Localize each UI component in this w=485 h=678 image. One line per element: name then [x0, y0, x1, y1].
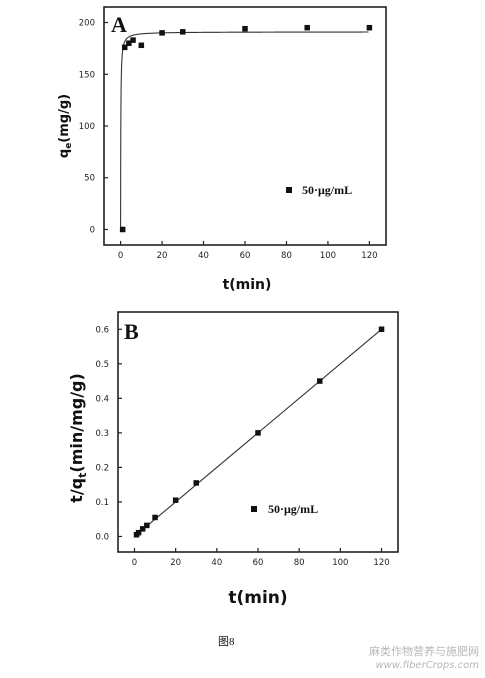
panel-a-x-axis-label: t(min) — [223, 277, 272, 293]
watermark-line-2: www.fiberCrops.com — [375, 660, 479, 671]
panel-a-y-axis-label: qe(mg/g) — [57, 94, 74, 158]
panel-a-fit-curve — [120, 31, 369, 230]
panel-a-data-point — [119, 226, 126, 233]
panel-b-x-tick-label: 20 — [170, 558, 181, 568]
panel-a-x-tick-label: 20 — [157, 251, 168, 261]
panel-a-legend-label: 50·μg/mL — [302, 183, 352, 197]
panel-b-x-tick-label: 120 — [373, 558, 389, 568]
panel-b-data-point — [139, 526, 146, 532]
panel-b-x-tick-label: 0 — [132, 558, 137, 568]
panel-b-data-point — [172, 497, 179, 503]
panel-a-data-point — [126, 40, 132, 46]
panel-a-data-point — [121, 44, 128, 51]
panel-a-y-tick-label: 150 — [79, 70, 95, 80]
panel-b-data-point — [378, 326, 385, 333]
panel-a-x-tick-label: 100 — [320, 251, 336, 261]
panel-b-x-tick-label: 60 — [253, 558, 264, 568]
panel-a-x-tick-label: 60 — [240, 251, 251, 261]
panel-a-data-point — [366, 24, 373, 31]
panel-a-data-point — [304, 24, 310, 31]
panel-a-data-point — [130, 37, 136, 43]
panel-a-x-tick-label: 0 — [118, 251, 123, 261]
panel-a-y-tick-label: 0 — [90, 225, 95, 235]
panel-a-data-point — [138, 42, 145, 49]
watermark: 麻类作物营养与施肥网 www.fiberCrops.com — [369, 645, 479, 673]
panel-b-y-tick-label: 0.0 — [95, 532, 109, 542]
panel-b-y-tick-label: 0.5 — [95, 360, 109, 370]
panel-b-y-tick-label: 0.4 — [95, 394, 109, 404]
panel-b-data-point — [144, 522, 150, 529]
panel-a-y-tick-label: 50 — [84, 174, 95, 184]
panel-b-x-tick-label: 100 — [332, 558, 348, 568]
panel-a-data-point — [180, 29, 186, 35]
panel-a-x-tick-label: 80 — [281, 251, 292, 261]
figure-caption: 图8 — [218, 636, 235, 648]
panel-b-data-point — [152, 514, 158, 521]
panel-b-y-tick-label: 0.6 — [95, 325, 109, 335]
watermark-line-1: 麻类作物营养与施肥网 — [369, 645, 479, 658]
panel-b-y-tick-label: 0.2 — [95, 463, 109, 473]
panel-b-y-tick-label: 0.1 — [95, 498, 109, 508]
panel-b-data-point — [317, 378, 323, 384]
panel-a-x-tick-label: 40 — [198, 251, 209, 261]
panel-b-letter: B — [124, 319, 139, 344]
panel-b-legend-marker — [251, 506, 257, 512]
panel-b-x-tick-label: 80 — [294, 558, 305, 568]
panel-a-letter: A — [111, 12, 127, 37]
panel-b-x-tick-label: 40 — [211, 558, 222, 568]
panel-b-data-point — [255, 430, 261, 436]
panel-b: B t(min) t/qt(min/mg/g) 0 20 40 60 80 100 1200… — [67, 311, 399, 608]
panel-b-data-points — [133, 326, 385, 538]
panel-a-data-point — [159, 30, 165, 36]
panel-a-data-point — [242, 25, 248, 32]
panel-b-legend-label: 50·μg/mL — [268, 502, 318, 516]
panel-a-ticks: 0 20 40 60 80 100 120 0 50 100 150 200 — [79, 19, 378, 261]
panel-a-plot-frame — [103, 6, 387, 246]
panel-a-data-points — [119, 24, 373, 233]
panel-b-x-axis-label: t(min) — [228, 588, 287, 608]
panel-b-y-axis-label: t/qt(min/mg/g) — [67, 373, 89, 503]
panel-a: A t(min) qe(mg/g) 0 20 40 60 80 100 120 0 50 100 1… — [57, 6, 387, 293]
panel-b-ticks: 0 20 40 60 80 100 120 0.0 0.1 0.2 0.3 0.4 0.5 0.6 — [95, 325, 389, 568]
panel-b-y-tick-label: 0.3 — [95, 429, 109, 439]
panel-b-data-point — [193, 480, 199, 486]
panel-a-x-tick-label: 120 — [361, 251, 377, 261]
panel-a-legend-marker — [286, 187, 292, 193]
panel-a-y-tick-label: 200 — [79, 19, 95, 29]
panel-b-data-point — [135, 529, 142, 536]
panel-a-y-tick-label: 100 — [79, 122, 95, 132]
